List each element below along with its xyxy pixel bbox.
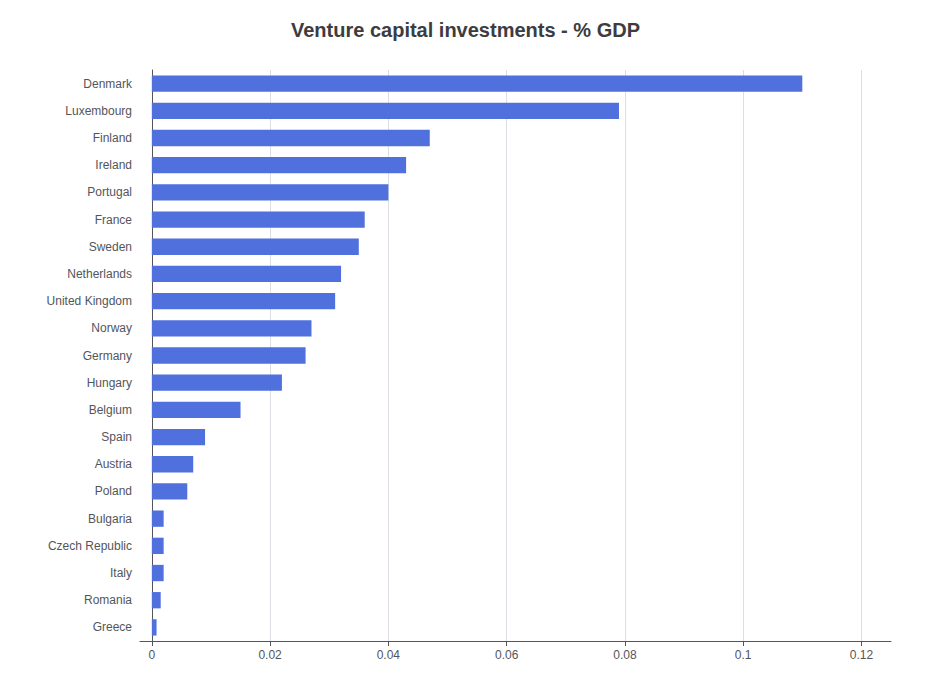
svg-text:Belgium: Belgium [89,403,132,417]
svg-text:0.02: 0.02 [258,648,282,662]
svg-text:Bulgaria: Bulgaria [88,512,132,526]
svg-text:0: 0 [148,648,155,662]
svg-text:Austria: Austria [95,457,133,471]
svg-text:Spain: Spain [101,430,132,444]
svg-text:Italy: Italy [110,566,132,580]
svg-text:Czech Republic: Czech Republic [48,539,132,553]
svg-text:United Kingdom: United Kingdom [47,294,132,308]
svg-text:Germany: Germany [83,349,132,363]
svg-text:Venture capital investments -: Venture capital investments - % GDP [291,19,640,41]
svg-text:Romania: Romania [84,593,132,607]
svg-text:0.08: 0.08 [613,648,637,662]
svg-text:0.06: 0.06 [495,648,519,662]
svg-text:Greece: Greece [93,620,133,634]
svg-text:Netherlands: Netherlands [67,267,132,281]
svg-text:Hungary: Hungary [87,376,132,390]
svg-text:Poland: Poland [95,484,132,498]
svg-text:0.12: 0.12 [850,648,874,662]
svg-text:Sweden: Sweden [89,240,132,254]
svg-text:France: France [95,213,133,227]
svg-text:Norway: Norway [91,321,132,335]
svg-text:Finland: Finland [93,131,132,145]
svg-text:Luxembourg: Luxembourg [65,104,132,118]
svg-text:0.1: 0.1 [735,648,752,662]
svg-text:0.04: 0.04 [377,648,401,662]
svg-text:Portugal: Portugal [87,185,132,199]
svg-text:Denmark: Denmark [83,77,133,91]
svg-text:Ireland: Ireland [95,158,132,172]
